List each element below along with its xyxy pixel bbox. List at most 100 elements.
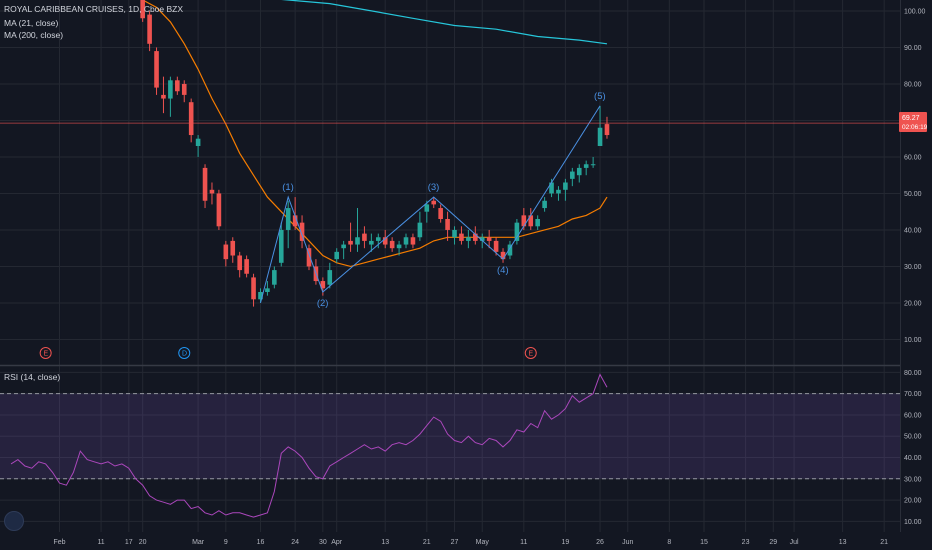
candle-body	[285, 208, 291, 230]
candle-body	[306, 248, 312, 267]
candle-body	[466, 237, 471, 241]
candle-body	[188, 102, 194, 136]
candle-body	[563, 182, 568, 190]
wave-label: (1)	[282, 182, 294, 193]
rsi-legend-label: RSI (14, close)	[4, 372, 61, 382]
chart-title: ROYAL CARIBBEAN CRUISES, 1D, Cboe BZX	[4, 4, 184, 14]
time-tick-label: 29	[769, 539, 777, 546]
tradingview-logo-icon[interactable]	[4, 511, 24, 531]
candle-body	[278, 229, 284, 263]
price-tick-label: 20.00	[904, 300, 922, 307]
time-tick-label: Feb	[53, 539, 65, 546]
time-tick-label: 11	[520, 539, 527, 546]
rsi-legend[interactable]: RSI (14, close)	[4, 372, 64, 382]
candle-body	[438, 208, 443, 219]
candle-body	[292, 215, 298, 227]
time-tick-label: 21	[423, 539, 431, 546]
candle-body	[299, 222, 305, 241]
ma200-legend[interactable]: MA (200, close)	[4, 30, 67, 40]
time-tick-label: 13	[839, 539, 847, 546]
candle-body	[514, 222, 520, 241]
event-label: E	[529, 351, 534, 358]
candle-body	[272, 270, 277, 285]
candle-body	[320, 281, 326, 289]
rsi-tick-label: 60.00	[904, 412, 922, 419]
candle-body	[355, 237, 360, 245]
candle-body	[147, 14, 152, 44]
candle-body	[251, 277, 256, 300]
price-tag-value: 69.27	[902, 115, 920, 122]
candle-body	[576, 167, 582, 176]
candle-body	[202, 167, 208, 201]
candle-body	[493, 240, 499, 252]
time-tick-label: 13	[381, 539, 389, 546]
rsi-tick-label: 50.00	[904, 434, 922, 441]
time-tick-label: 15	[700, 539, 708, 546]
time-tick-label: 11	[97, 539, 104, 546]
candle-body	[195, 138, 201, 146]
time-tick-label: May	[476, 539, 490, 546]
ma200-path	[281, 0, 608, 45]
candle-body	[597, 127, 603, 146]
ma21-legend[interactable]: MA (21, close)	[4, 18, 62, 28]
price-tick-label: 50.00	[904, 191, 922, 198]
wave-path	[260, 105, 601, 304]
candle-body	[528, 215, 534, 227]
candle-body	[417, 222, 423, 238]
time-tick-label: 26	[596, 539, 604, 546]
candle-body	[473, 233, 478, 241]
rsi-tick-label: 40.00	[904, 455, 922, 462]
rsi-tick-label: 30.00	[904, 476, 922, 483]
candle-body	[389, 240, 395, 249]
time-tick-label: 30	[319, 539, 327, 546]
candle-body	[369, 240, 374, 245]
price-tick-label: 10.00	[904, 337, 922, 344]
price-tag: 69.27 02:06:19	[899, 112, 928, 132]
event-marker	[39, 347, 52, 359]
time-tick-label: 9	[224, 539, 228, 546]
candle-body	[168, 80, 173, 99]
ma200-legend-label: MA (200, close)	[4, 30, 64, 40]
time-tick-label: Jul	[790, 539, 799, 546]
candle-body	[424, 204, 430, 212]
candle-body	[154, 51, 159, 88]
rsi-tick-label: 80.00	[904, 370, 922, 377]
rsi-path	[10, 373, 608, 518]
candle-body	[244, 259, 249, 274]
time-tick-label: 20	[139, 539, 147, 546]
rsi-tick-label: 10.00	[904, 519, 922, 526]
candle-body	[396, 244, 402, 249]
rsi-tick-label: 20.00	[904, 498, 922, 505]
candle-body	[486, 237, 492, 241]
time-tick-label: 27	[451, 539, 459, 546]
candle-body	[556, 189, 561, 194]
candle-body	[209, 189, 215, 194]
candle-body	[175, 80, 180, 92]
candle-body	[507, 244, 513, 256]
elliott-wave: (1) (2) (3) (4) (5)	[260, 91, 606, 309]
time-tick-label: Jun	[622, 539, 633, 546]
event-label: D	[182, 351, 187, 358]
time-tick-label: 17	[125, 539, 133, 546]
candle-body	[570, 171, 575, 179]
ma21-line	[142, 0, 608, 268]
time-tick-label: 23	[742, 539, 750, 546]
event-label: E	[43, 351, 48, 358]
candle-body	[382, 237, 388, 245]
candlestick-series	[140, 0, 610, 307]
price-tick-label: 90.00	[904, 45, 922, 52]
candle-body	[258, 292, 263, 300]
event-marker	[178, 347, 191, 359]
candle-body	[431, 200, 437, 205]
candle-body	[452, 229, 457, 238]
wave-label: (2)	[317, 298, 329, 309]
candle-body	[362, 233, 367, 241]
price-tag-box	[899, 112, 927, 132]
axes: 10.00 20.00 30.00 40.00 50.00 60.00 70.00 80.00…	[53, 8, 925, 546]
time-tick-label: 21	[880, 539, 888, 546]
candle-body	[223, 244, 229, 260]
price-tick-label: 30.00	[904, 264, 922, 271]
ma200-line	[281, 0, 608, 45]
